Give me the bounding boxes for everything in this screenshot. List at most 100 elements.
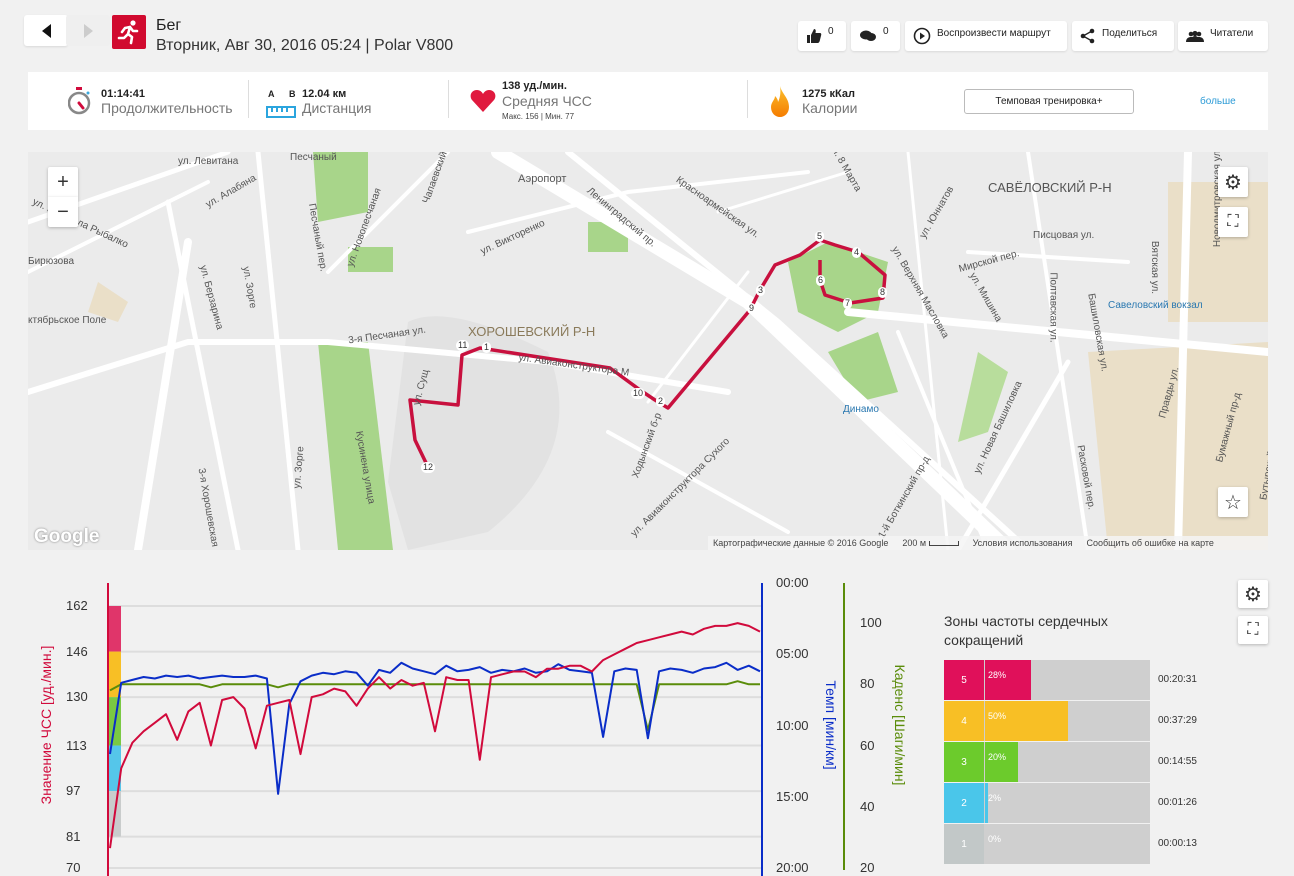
favorite-button[interactable]: ☆: [1218, 487, 1248, 517]
hr-min: Мин. 77: [545, 112, 575, 121]
comments-button[interactable]: 0: [851, 21, 900, 51]
pace-tick-label: 10:00: [776, 717, 809, 733]
zone-percent: 20%: [988, 752, 1007, 762]
route-marker[interactable]: 7: [843, 298, 853, 309]
duration-label: Продолжительность: [101, 100, 233, 116]
people-icon: [1186, 30, 1204, 42]
zone-bar: [985, 783, 989, 823]
distance-label: Дистанция: [302, 100, 372, 116]
route-marker[interactable]: 5: [815, 231, 825, 242]
series-line-pace: [109, 661, 761, 795]
zone-time: 00:20:31: [1158, 674, 1197, 685]
zone-bar: [985, 660, 1032, 700]
next-button[interactable]: [66, 15, 110, 46]
thumbs-up-icon: [807, 29, 822, 43]
zone-percent: 28%: [988, 670, 1007, 680]
share-button[interactable]: Поделиться: [1072, 21, 1174, 51]
cadence-tick-label: 100: [860, 615, 882, 630]
previous-button[interactable]: [24, 15, 68, 46]
hr-max-min: Макс. 156 | Мин. 77: [502, 112, 575, 121]
hr-zone-row: 1 0% 00:00:13: [944, 824, 1197, 864]
route-marker[interactable]: 4: [852, 247, 862, 258]
route-marker[interactable]: 8: [878, 287, 888, 298]
map-scale-label: 200 м: [902, 538, 927, 548]
route-marker[interactable]: 1: [482, 342, 492, 353]
zone-number: 2: [944, 783, 984, 823]
distance-point-b: B: [289, 89, 296, 99]
fullscreen-button[interactable]: ⛶: [1218, 207, 1248, 237]
district-label: САВЁЛОВСКИЙ Р-Н: [988, 180, 1112, 195]
gear-icon: ⚙: [1244, 583, 1262, 606]
hr-zone-row: 2 2% 00:01:26: [944, 783, 1197, 823]
play-icon: [913, 27, 931, 45]
hr-pace-cadence-chart[interactable]: [0, 570, 930, 876]
star-icon: ☆: [1224, 491, 1242, 514]
zoom-out-button[interactable]: −: [48, 197, 78, 227]
cadence-tick-label: 20: [860, 860, 875, 875]
hr-zone-row: 3 20% 00:14:55: [944, 742, 1197, 782]
terms-link[interactable]: Условия использования: [972, 538, 1073, 548]
cadence-tick-label: 40: [860, 798, 875, 814]
station-label: Савеловский вокзал: [1108, 300, 1203, 311]
route-marker[interactable]: 2: [656, 396, 666, 407]
hr-zone-row: 5 28% 00:20:31: [944, 660, 1197, 700]
hr-tick-label: 113: [66, 737, 87, 753]
hr-axis-label: Значение ЧСС [уд./мин.]: [38, 645, 54, 805]
fullscreen-icon: ⛶: [1247, 621, 1259, 638]
zone-percent: 0%: [988, 834, 1002, 844]
duration-value: 01:14:41: [101, 88, 146, 100]
map-settings-button[interactable]: ⚙: [1218, 167, 1248, 197]
zone-number: 4: [944, 701, 984, 741]
hr-tick-label: 70: [66, 860, 81, 875]
stopwatch-icon: [68, 87, 91, 115]
hr-tick-label: 162: [66, 598, 88, 613]
zone-bar: [985, 742, 1018, 782]
chart-fullscreen-button[interactable]: ⛶: [1238, 616, 1268, 644]
zone-number: 3: [944, 742, 984, 782]
report-error-link[interactable]: Сообщить об ошибке на карте: [1086, 538, 1214, 548]
zoom-in-button[interactable]: +: [48, 167, 78, 197]
district-label: ХОРОШЕВСКИЙ Р-Н: [468, 324, 596, 339]
sport-title: Бег: [156, 17, 182, 34]
route-marker[interactable]: 12: [421, 462, 436, 473]
route-marker[interactable]: 9: [747, 303, 757, 314]
map-scale: 200 м: [902, 538, 959, 548]
zone-number: 5: [944, 660, 984, 700]
like-button[interactable]: 0: [798, 21, 846, 51]
route-marker[interactable]: 11: [456, 340, 470, 351]
fullscreen-icon: ⛶: [1227, 213, 1239, 230]
pace-tick-label: 20:00: [776, 860, 809, 875]
summary-bar: 01:14:41 Продолжительность A B 12.04 км …: [28, 72, 1268, 130]
hr-zone-row: 4 50% 00:37:29: [944, 701, 1197, 741]
hr-zone-band: [109, 745, 121, 792]
comment-count: 0: [883, 25, 889, 37]
hr-tick-label: 130: [66, 689, 88, 705]
more-link[interactable]: больше: [1200, 96, 1236, 107]
cadence-tick-label: 60: [860, 737, 875, 753]
calories-label: Калории: [802, 100, 858, 116]
map-label: Писцовая ул.: [1033, 230, 1095, 241]
cadence-tick-label: 80: [860, 676, 875, 692]
followers-label: Читатели: [1210, 27, 1254, 39]
chart-settings-button[interactable]: ⚙: [1238, 580, 1268, 608]
share-icon: [1080, 28, 1095, 44]
play-route-button[interactable]: Воспроизвести маршрут: [905, 21, 1067, 51]
route-marker[interactable]: 6: [816, 275, 826, 286]
route-marker[interactable]: 10: [631, 388, 646, 399]
series-line-hr: [109, 622, 761, 849]
distance-value: 12.04 км: [302, 88, 347, 100]
training-type-button[interactable]: Темповая тренировка+: [964, 89, 1134, 114]
zone-time: 00:01:26: [1158, 797, 1197, 808]
map-label: Полтавская ул.: [1047, 272, 1059, 343]
route-marker[interactable]: 3: [756, 285, 766, 296]
followers-button[interactable]: Читатели: [1178, 21, 1268, 51]
hr-tick-label: 97: [66, 783, 81, 799]
hr-max: Макс. 156: [502, 112, 539, 121]
distance-point-a: A: [268, 89, 275, 99]
map-footer: Картографические данные © 2016 Google 20…: [708, 536, 1268, 550]
pace-tick-label: 05:00: [776, 646, 809, 662]
chevron-right-icon: [83, 23, 93, 38]
route-map[interactable]: 1 2 3 4 5 6 7 8 9 10 11 12 ул. Левитана …: [28, 152, 1268, 550]
calories-value: 1275 кКал: [802, 88, 855, 100]
avg-hr-value: 138 уд./мин.: [502, 80, 567, 92]
